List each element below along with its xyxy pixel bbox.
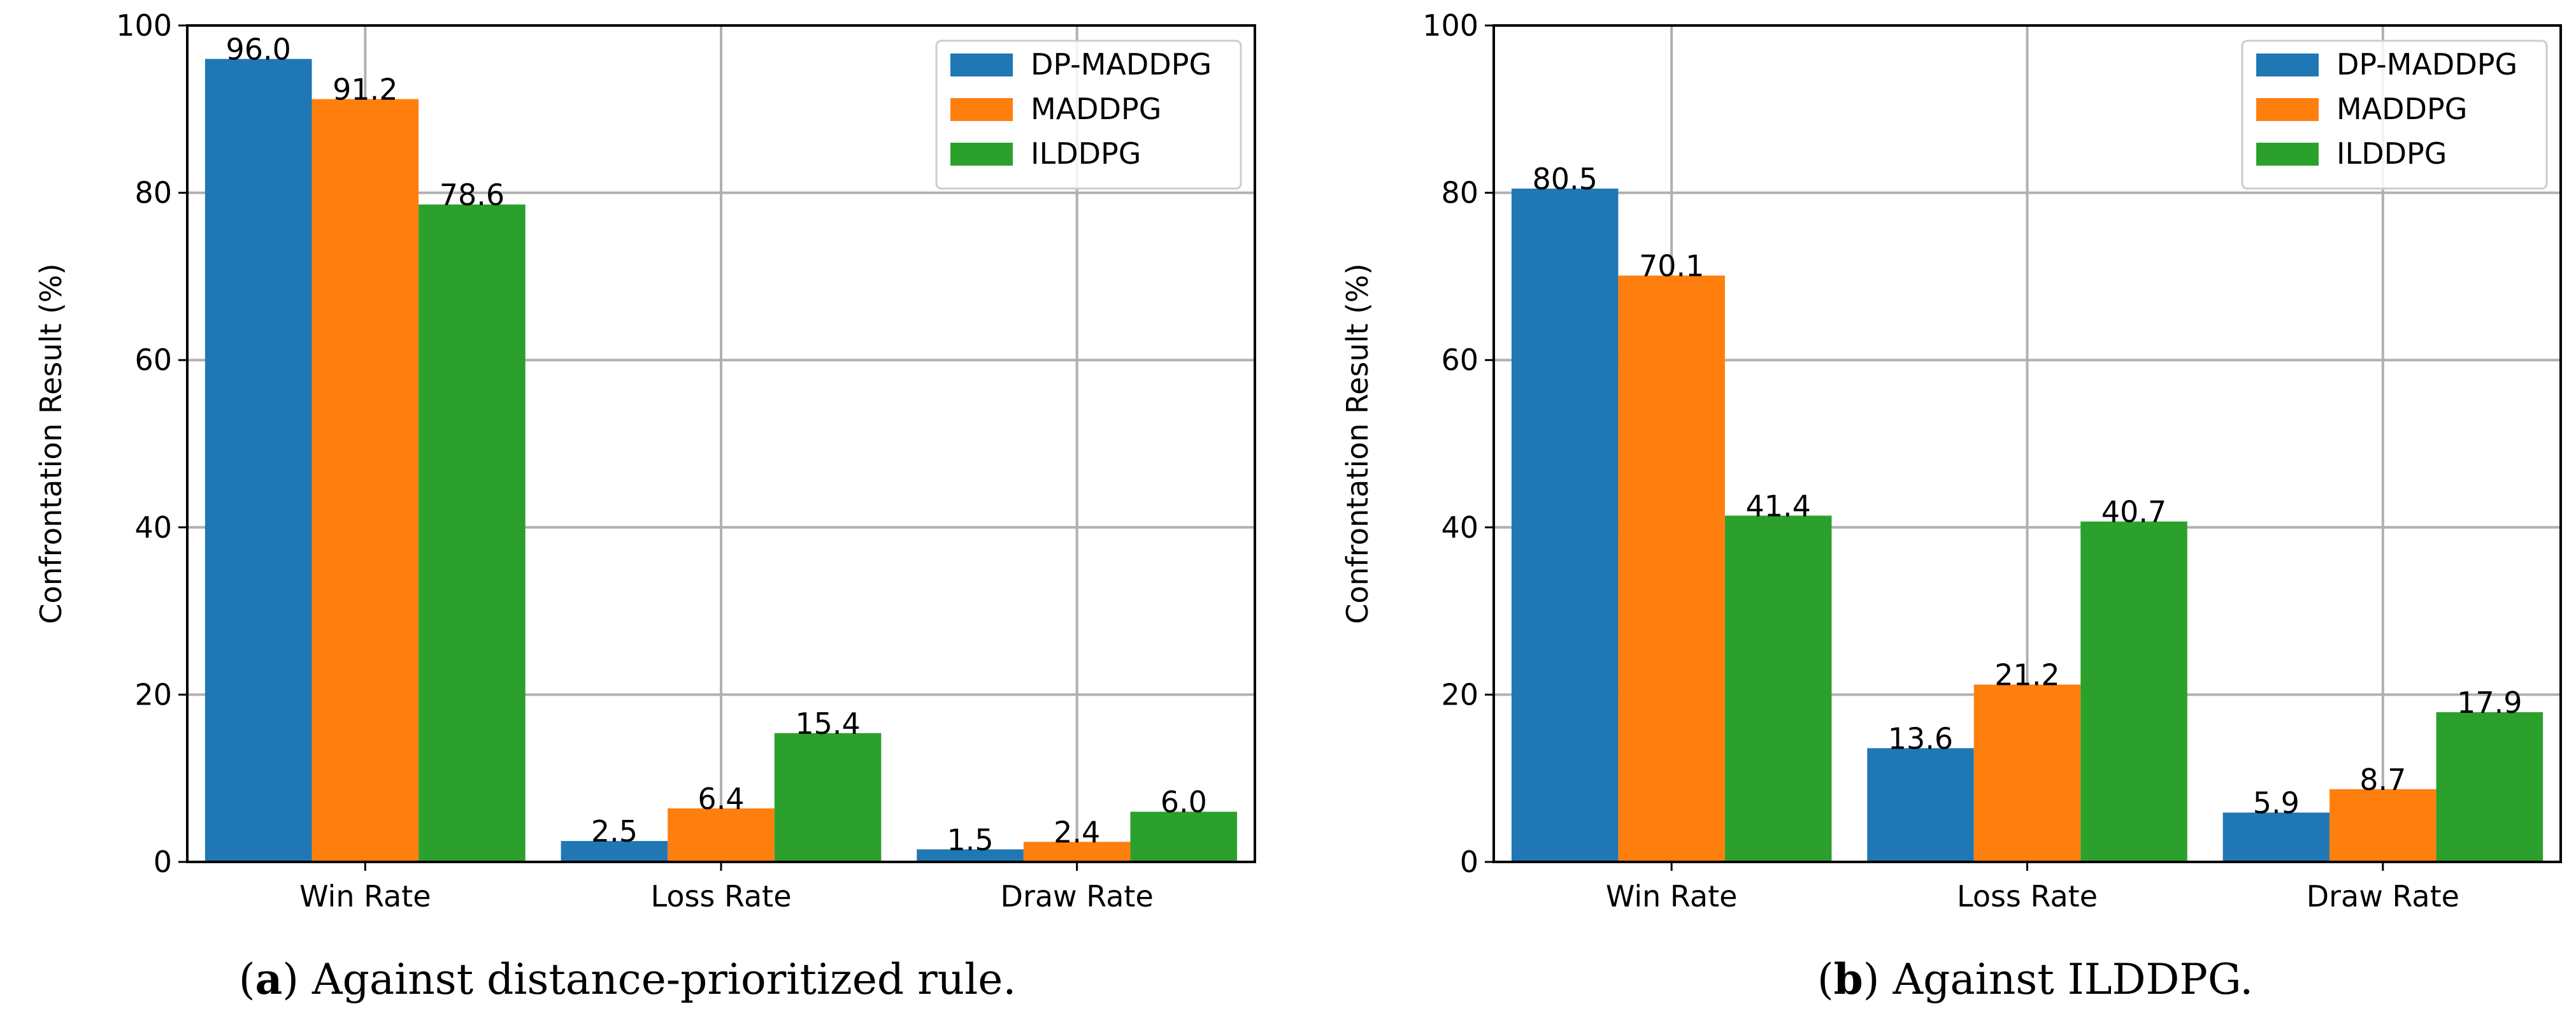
legend-swatch-maddpg	[950, 98, 1013, 121]
bar-value-label: 2.5	[591, 814, 638, 849]
bar-value-label: 13.6	[1888, 721, 1953, 756]
y-tick-label: 0	[1460, 845, 1478, 879]
x-tick-label: Loss Rate	[1957, 879, 2098, 914]
legend-label: MADDPG	[1031, 92, 1161, 126]
bar-maddpg-2	[1023, 842, 1131, 862]
bar-value-label: 8.7	[2359, 763, 2406, 797]
bar-value-label: 41.4	[1745, 489, 1810, 523]
bar-value-label: 70.1	[1639, 249, 1704, 283]
y-tick-label: 80	[1441, 176, 1478, 210]
bar-dp-maddpg-0	[1511, 189, 1619, 862]
bar-dp-maddpg-2	[2222, 812, 2330, 862]
caption-letter: a	[255, 954, 282, 1004]
legend-swatch-dp-maddpg	[950, 54, 1013, 76]
legend-label: DP-MADDPG	[2336, 47, 2517, 82]
bar-value-label: 78.6	[440, 178, 504, 212]
bar-value-label: 80.5	[1532, 162, 1597, 196]
caption-text: ) Against ILDDPG.	[1863, 955, 2253, 1004]
legend-label: ILDDPG	[2336, 136, 2447, 171]
legend: DP-MADDPG MADDPG ILDDPG	[2241, 39, 2548, 190]
bar-value-label: 2.4	[1054, 815, 1100, 849]
legend: DP-MADDPG MADDPG ILDDPG	[935, 39, 1242, 190]
bar-ilddpg-2	[2436, 712, 2544, 862]
caption-letter: b	[1834, 954, 1863, 1004]
x-tick-label: Loss Rate	[651, 879, 792, 914]
figure-caption: (b) Against ILDDPG.	[1817, 954, 2253, 1004]
chart-panel-a: 96.0 2.5 1.5 91.2 6.4 2.4 78.6 15.4 6.0 0 20 40 60 80…	[34, 8, 1256, 1004]
bar-ilddpg-1	[774, 733, 882, 862]
bar-value-label: 6.0	[1161, 785, 1207, 819]
bar-value-label: 17.9	[2457, 685, 2522, 720]
x-tick-label: Draw Rate	[1001, 879, 1154, 914]
y-tick-label: 40	[1441, 510, 1478, 545]
bar-ilddpg-2	[1130, 812, 1238, 862]
chart-panel-b: 80.5 13.6 5.9 70.1 21.2 8.7 41.4 40.7 17.9 0 20 40 6…	[1340, 8, 2562, 1004]
bar-maddpg-2	[2329, 789, 2436, 862]
bar-ilddpg-0	[419, 204, 526, 863]
bar-maddpg-1	[668, 808, 775, 862]
legend-label: MADDPG	[2336, 92, 2467, 126]
bar-dp-maddpg-2	[917, 849, 1024, 862]
x-tick-label: Draw Rate	[2307, 879, 2459, 914]
legend-swatch-dp-maddpg	[2256, 54, 2319, 76]
legend-label: DP-MADDPG	[1031, 47, 1212, 82]
legend-swatch-ilddpg	[950, 143, 1013, 166]
caption-text: ) Against distance-prioritized rule.	[282, 955, 1016, 1004]
bar-ilddpg-1	[2080, 521, 2187, 862]
y-tick-label: 0	[154, 845, 172, 879]
legend-swatch-ilddpg	[2256, 143, 2319, 166]
legend-label: ILDDPG	[1031, 136, 1141, 171]
y-axis-label: Confrontation Result (%)	[34, 263, 68, 624]
y-tick-label: 20	[134, 677, 172, 712]
y-tick-label: 60	[134, 343, 172, 377]
bar-maddpg-1	[1973, 684, 2081, 862]
y-tick-label: 20	[1441, 677, 1478, 712]
bar-maddpg-0	[1618, 275, 1725, 862]
bar-value-label: 15.4	[795, 706, 860, 741]
bar-dp-maddpg-1	[1867, 748, 1974, 862]
bar-value-label: 96.0	[226, 32, 291, 67]
y-tick-label: 100	[116, 8, 172, 43]
x-tick-label: Win Rate	[1606, 879, 1738, 914]
y-tick-label: 60	[1441, 343, 1478, 377]
caption-open-paren: (	[1817, 955, 1834, 1004]
bar-value-label: 21.2	[1994, 658, 2059, 692]
bar-value-label: 5.9	[2253, 786, 2300, 821]
caption-open-paren: (	[239, 955, 255, 1004]
bar-dp-maddpg-0	[204, 59, 312, 862]
bar-maddpg-0	[311, 99, 419, 863]
bar-ilddpg-0	[1724, 515, 1832, 862]
bar-value-label: 6.4	[698, 782, 744, 816]
bar-dp-maddpg-1	[561, 841, 668, 862]
y-axis-label: Confrontation Result (%)	[1340, 263, 1375, 624]
y-tick-label: 80	[134, 176, 172, 210]
figure-caption: (a) Against distance-prioritized rule.	[239, 954, 1017, 1004]
y-tick-label: 40	[134, 510, 172, 545]
bar-value-label: 40.7	[2101, 495, 2166, 529]
bar-value-label: 1.5	[947, 822, 993, 857]
y-tick-label: 100	[1422, 8, 1478, 43]
legend-swatch-maddpg	[2256, 98, 2319, 121]
x-tick-label: Win Rate	[299, 879, 431, 914]
bar-value-label: 91.2	[333, 73, 397, 107]
